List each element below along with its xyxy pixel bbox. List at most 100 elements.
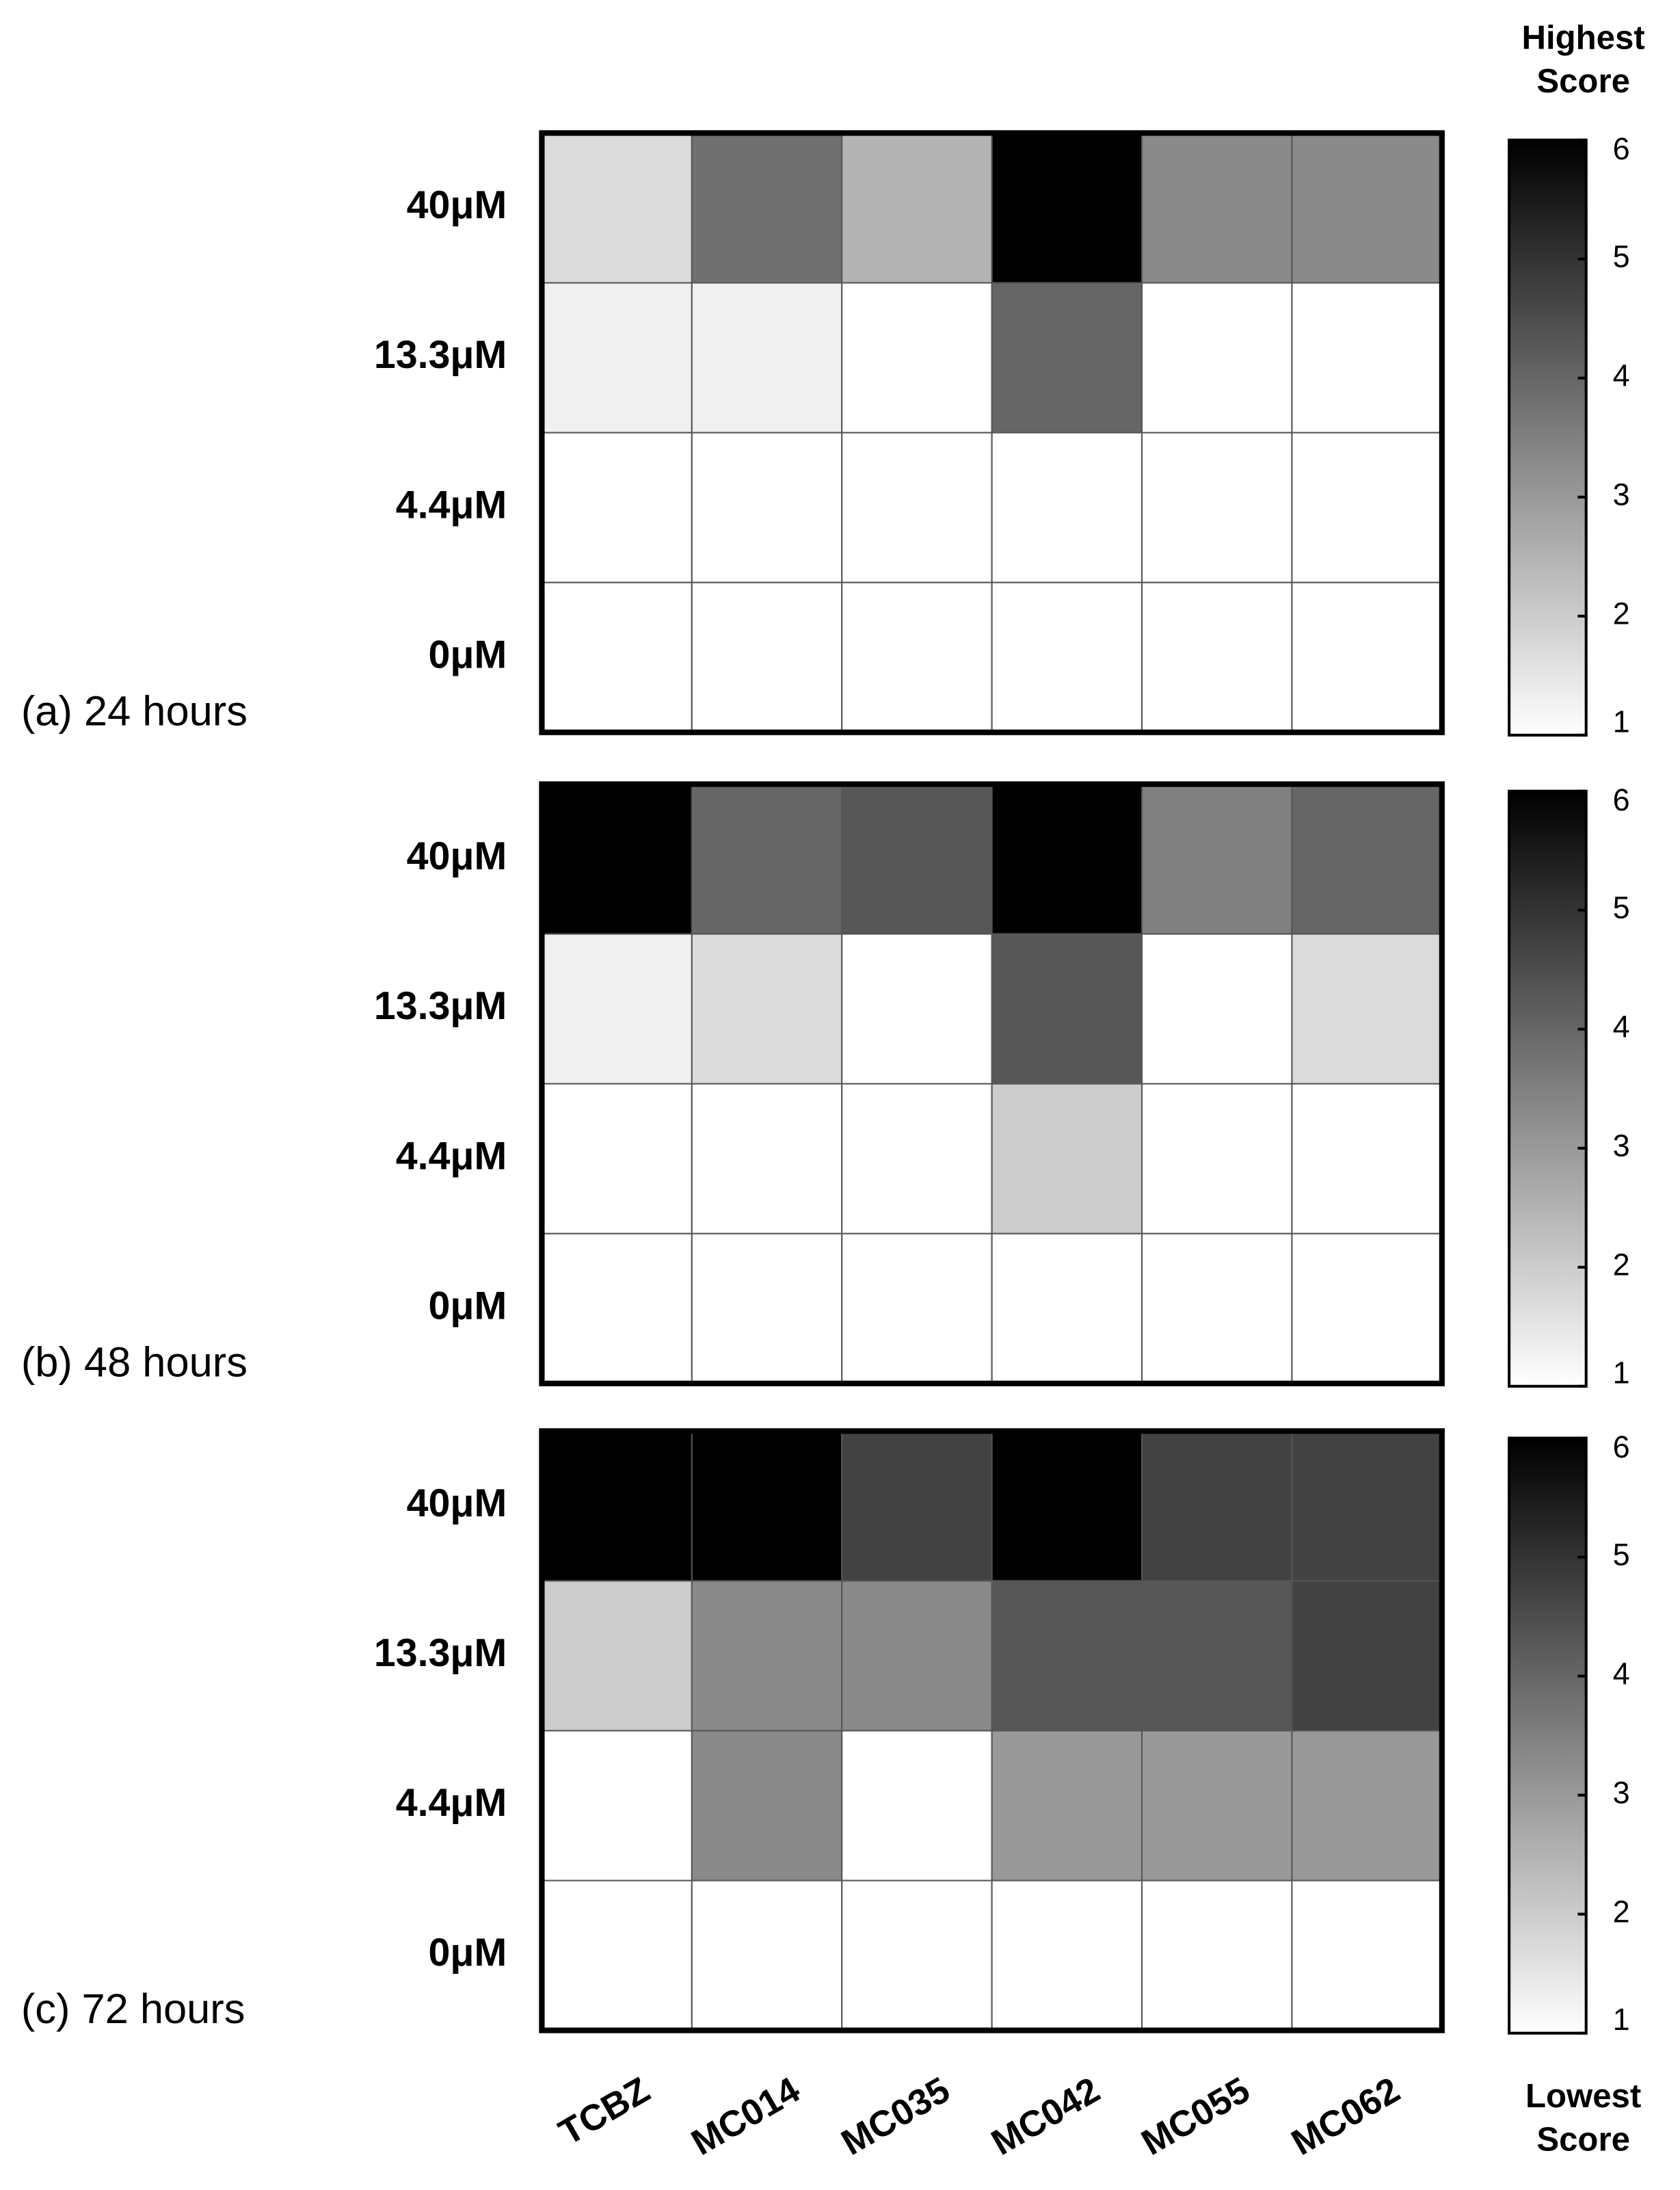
row-label: 13.3μM — [374, 1631, 507, 1675]
colorbar-tick-label: 1 — [1613, 704, 1630, 739]
heatmap-cell — [1141, 1232, 1293, 1384]
x-tick-label: MC035 — [835, 2070, 957, 2163]
heatmap-cell — [991, 933, 1143, 1085]
heatmap-cell — [841, 1730, 993, 1882]
heatmap-cell — [1141, 132, 1293, 284]
x-tick-label: TCBZ — [552, 2070, 656, 2153]
heatmap-cell — [1141, 1430, 1293, 1582]
heatmap-cell — [991, 1580, 1143, 1732]
colorbar-tick-label: 3 — [1613, 1129, 1630, 1163]
colorbar-tick-label: 4 — [1613, 1010, 1630, 1044]
x-tick-label: MC014 — [685, 2070, 807, 2163]
x-tick-label: MC042 — [985, 2070, 1106, 2163]
panel-title: (a) 24 hours — [21, 687, 248, 735]
row-label: 40μM — [407, 834, 507, 878]
heatmap-cell — [691, 1879, 843, 2031]
heatmap-cell — [1141, 1879, 1293, 2031]
colorbar-tick-label: 2 — [1613, 1248, 1630, 1282]
heatmap-cell — [1141, 783, 1293, 935]
heatmap-cell — [691, 1430, 843, 1582]
colorbar-tick-label: 5 — [1613, 1538, 1630, 1572]
heatmap-cell — [691, 1232, 843, 1384]
heatmap-cell — [1291, 282, 1443, 434]
panel-title: (c) 72 hours — [21, 1985, 245, 2033]
row-label: 0μM — [429, 1284, 507, 1328]
heatmap-cell — [841, 432, 993, 583]
heatmap-cell — [541, 282, 693, 434]
heatmap-cell — [541, 1879, 693, 2031]
heatmap-cell — [991, 1232, 1143, 1384]
heatmap-cell — [1291, 1430, 1443, 1582]
heatmap-cell — [1141, 282, 1293, 434]
colorbar-label-text: Highest Score — [1521, 19, 1645, 101]
colorbar-tick-label: 6 — [1613, 131, 1630, 166]
heatmap-cell — [541, 1730, 693, 1882]
heatmap-cell — [841, 581, 993, 733]
colorbar-tick-label: 6 — [1613, 1429, 1630, 1464]
heatmap-cell — [1141, 933, 1293, 1085]
heatmap-cell — [991, 1879, 1143, 2031]
row-label: 0μM — [429, 1931, 507, 1975]
x-tick-label: MC062 — [1285, 2070, 1406, 2163]
heatmap-cell — [691, 581, 843, 733]
heatmap-cell — [1141, 1730, 1293, 1882]
heatmap-cell — [691, 933, 843, 1085]
x-tick-label: MC055 — [1135, 2070, 1257, 2163]
heatmap-cell — [691, 1083, 843, 1235]
heatmap-cell — [1141, 432, 1293, 583]
row-label: 4.4μM — [396, 1781, 507, 1825]
panel-frame — [539, 1428, 1445, 2033]
heatmap-cell — [541, 581, 693, 733]
colorbar-tick-label: 2 — [1613, 596, 1630, 631]
row-label: 13.3μM — [374, 984, 507, 1028]
heatmap-cell — [841, 132, 993, 284]
heatmap-cell — [841, 933, 993, 1085]
heatmap-cell — [691, 783, 843, 935]
row-label: 4.4μM — [396, 483, 507, 527]
heatmap-cell — [841, 1430, 993, 1582]
heatmap-cell — [991, 581, 1143, 733]
heatmap-cell — [991, 132, 1143, 284]
heatmap-cell — [841, 783, 993, 935]
heatmap-cell — [1291, 432, 1443, 583]
heatmap-cell — [691, 132, 843, 284]
heatmap-cell — [1291, 933, 1443, 1085]
heatmap-cell — [541, 1232, 693, 1384]
heatmap-cell — [841, 1232, 993, 1384]
heatmap-cell — [541, 1430, 693, 1582]
heatmap-cell — [841, 282, 993, 434]
heatmap-cell — [991, 1730, 1143, 1882]
colorbar — [1508, 1436, 1588, 2035]
panel-title: (b) 48 hours — [21, 1338, 248, 1386]
colorbar-label: Highest Score — [1521, 19, 1645, 101]
heatmap-cell — [1291, 783, 1443, 935]
colorbar-tick-label: 3 — [1613, 477, 1630, 512]
colorbar-label-text: Lowest Score — [1525, 2078, 1642, 2160]
panel-frame — [539, 781, 1445, 1386]
colorbar-tick-label: 4 — [1613, 1657, 1630, 1691]
heatmap-cell — [1291, 1879, 1443, 2031]
heatmap-cell — [1291, 132, 1443, 284]
colorbar-tick-label: 5 — [1613, 890, 1630, 925]
heatmap-cell — [541, 933, 693, 1085]
heatmap-cell — [991, 783, 1143, 935]
heatmap-cell — [841, 1083, 993, 1235]
heatmap-cell — [541, 432, 693, 583]
row-label: 40μM — [407, 183, 507, 227]
heatmap-cell — [691, 282, 843, 434]
colorbar-tick-label: 6 — [1613, 782, 1630, 817]
colorbar — [1508, 789, 1588, 1388]
colorbar-tick-label: 2 — [1613, 1895, 1630, 1929]
heatmap-cell — [1291, 1083, 1443, 1235]
colorbar-tick-label: 4 — [1613, 358, 1630, 393]
heatmap-cell — [1141, 1083, 1293, 1235]
colorbar — [1508, 138, 1588, 737]
colorbar-tick-label: 3 — [1613, 1776, 1630, 1810]
heatmap-cell — [541, 1083, 693, 1235]
heatmap-cell — [541, 132, 693, 284]
row-label: 4.4μM — [396, 1134, 507, 1178]
row-label: 0μM — [429, 633, 507, 676]
heatmap-cell — [991, 282, 1143, 434]
